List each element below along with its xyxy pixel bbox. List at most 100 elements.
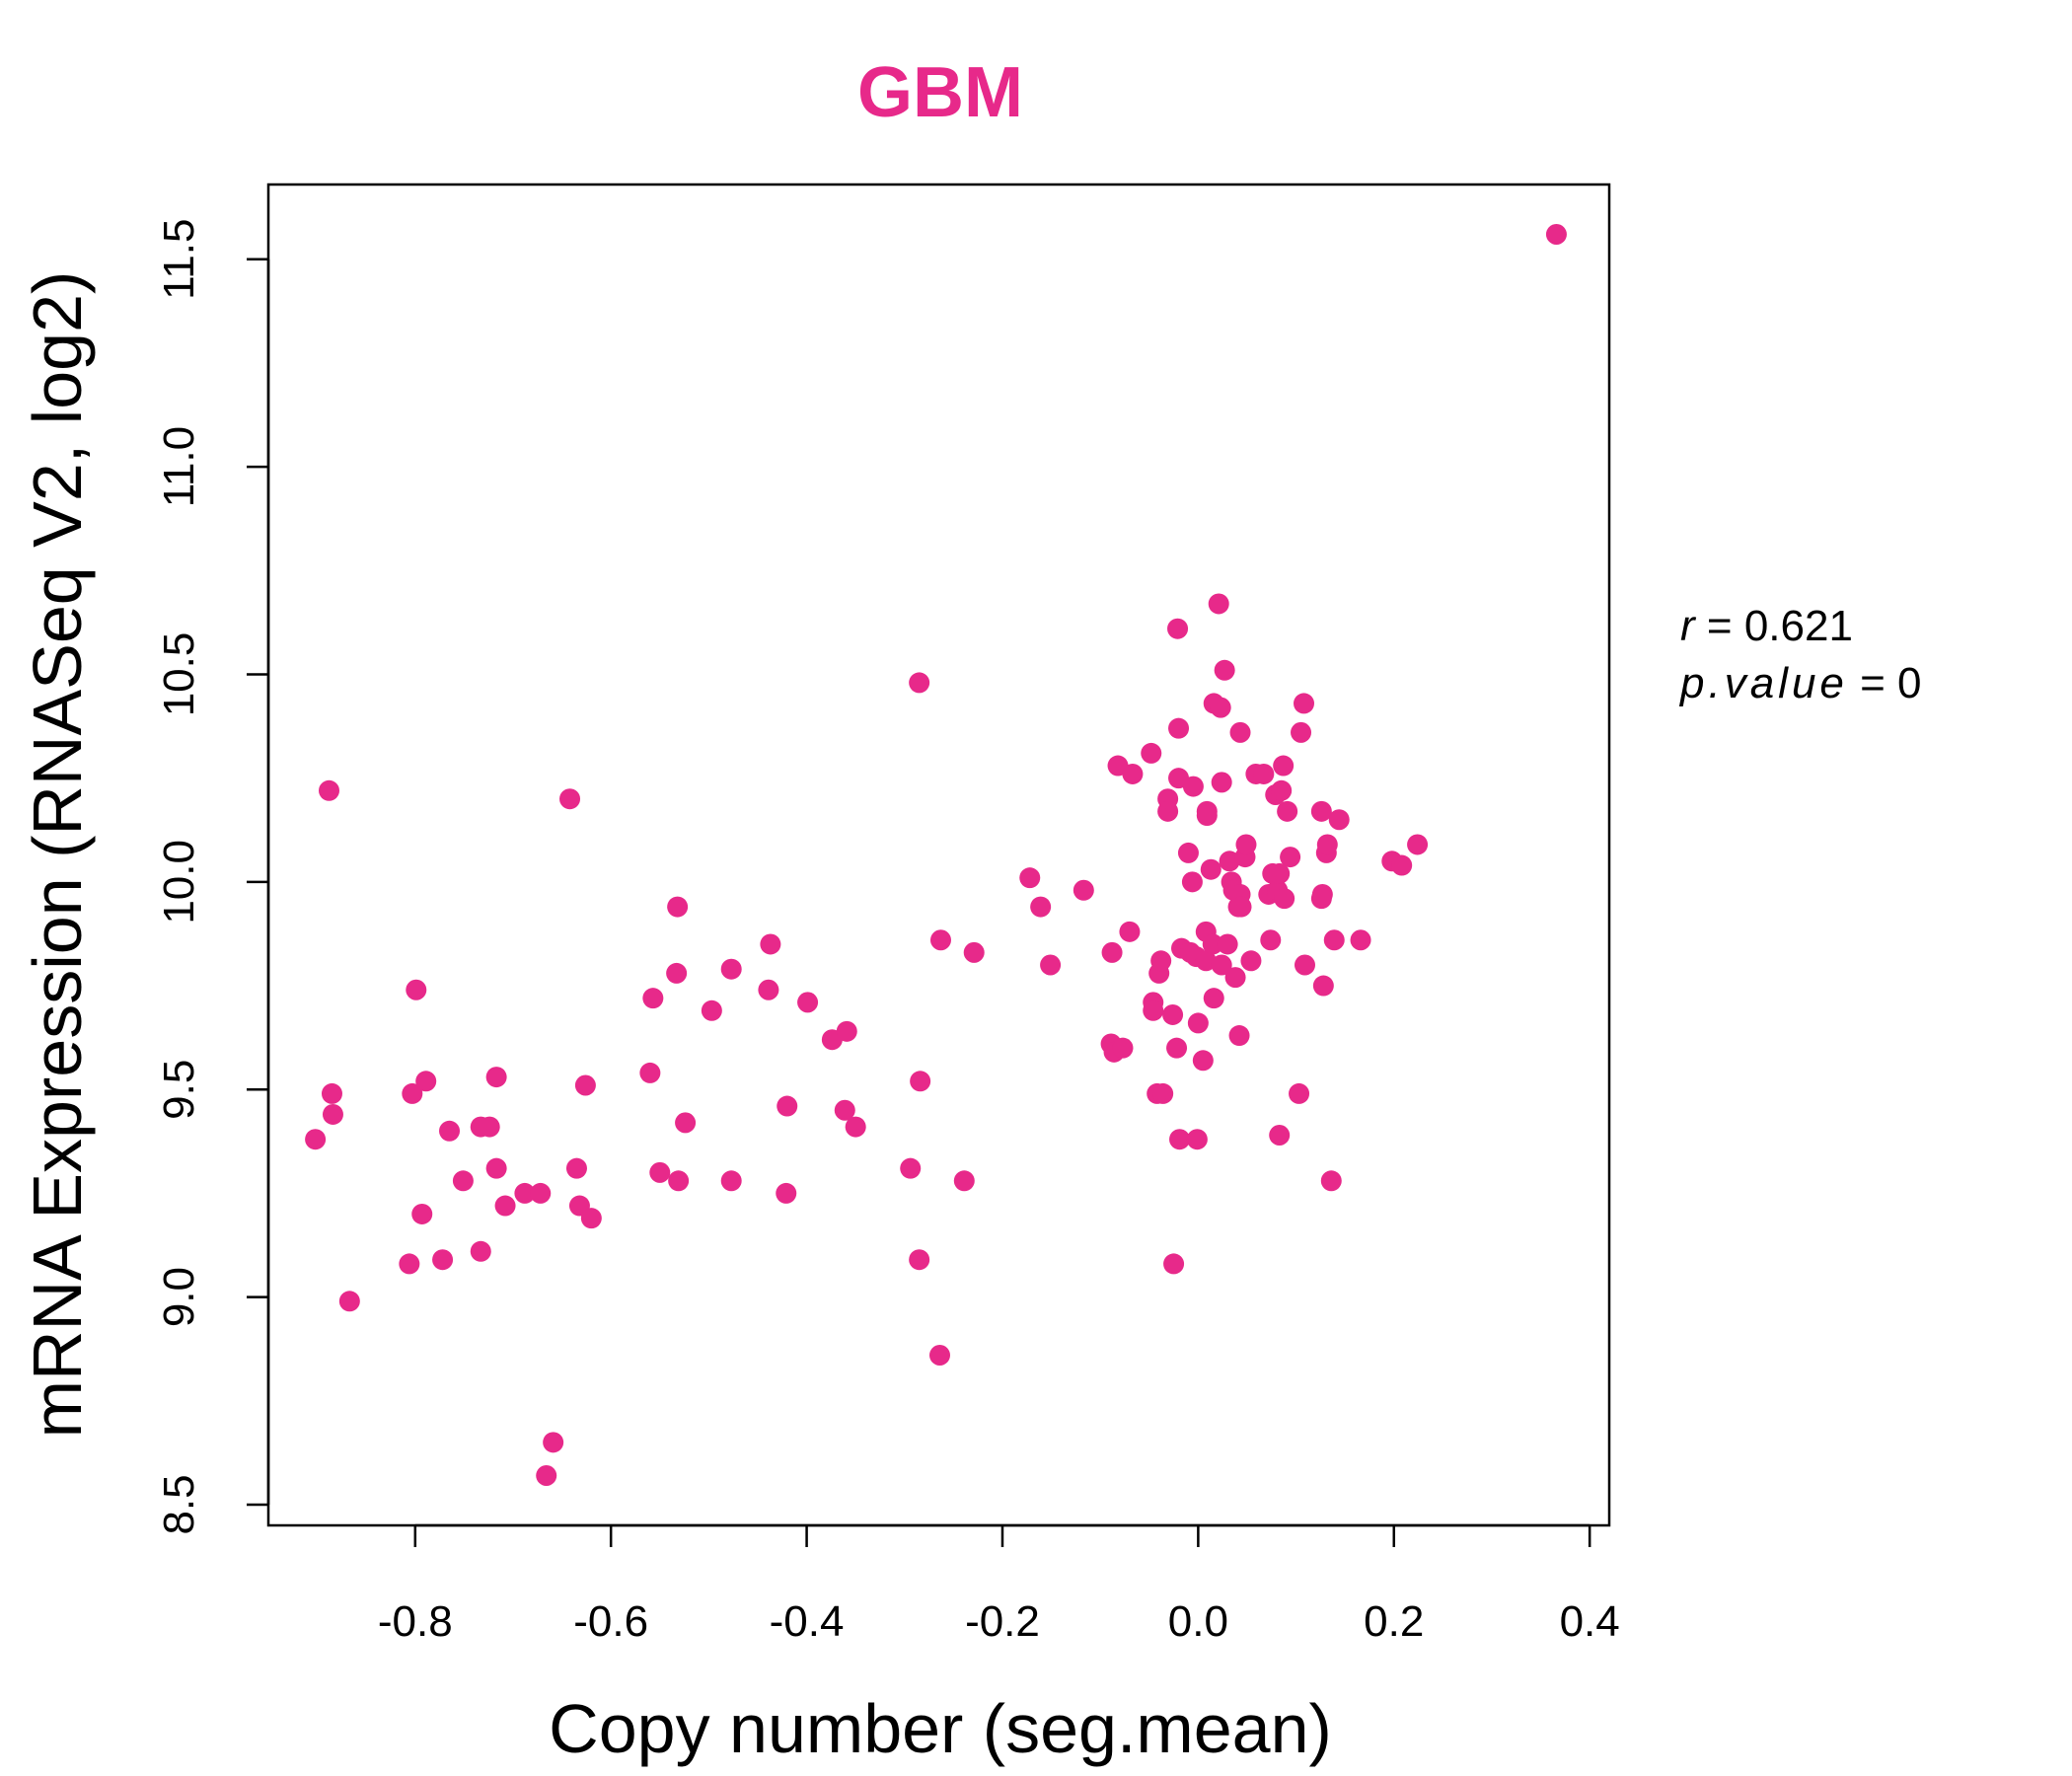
data-point [1273, 755, 1295, 777]
p-value: 0 [1897, 659, 1921, 707]
data-point [1101, 941, 1123, 963]
data-point [675, 1112, 697, 1134]
data-point [1202, 933, 1223, 955]
data-point [1141, 742, 1162, 764]
data-point [319, 779, 340, 801]
data-point [470, 1240, 491, 1262]
data-point [321, 1082, 342, 1104]
data-point [1350, 929, 1371, 951]
data-point [574, 1074, 596, 1096]
x-tick-label: 0.4 [1560, 1597, 1620, 1646]
data-point [760, 933, 781, 955]
p-equals: = [1860, 659, 1897, 707]
x-tick-label: 0.0 [1168, 1597, 1228, 1646]
data-point [452, 1170, 474, 1192]
p-label: p.value [1678, 659, 1848, 707]
data-point [1150, 950, 1172, 972]
r-statistic: r = 0.621 [1680, 602, 1853, 650]
data-point [1280, 847, 1301, 868]
data-point [565, 1157, 587, 1179]
data-point [1152, 1082, 1174, 1104]
data-point [1112, 1037, 1134, 1059]
data-point [1177, 842, 1199, 863]
data-point [963, 941, 985, 963]
p-statistic: p.value = 0 [1678, 659, 1922, 707]
data-point [1312, 975, 1334, 997]
data-point [1269, 1125, 1291, 1147]
data-point [929, 929, 951, 951]
data-point [1291, 721, 1312, 743]
data-point [1277, 800, 1298, 822]
data-point [701, 999, 722, 1021]
data-point [776, 1182, 797, 1204]
data-point [1269, 862, 1291, 884]
data-point [1208, 593, 1229, 615]
correlation-stats: r = 0.621 p.value = 0 [1678, 602, 1922, 707]
data-point [530, 1182, 552, 1204]
x-axis-title: Copy number (seg.mean) [549, 1690, 1332, 1767]
data-point [1235, 834, 1257, 855]
data-point [1196, 805, 1218, 827]
data-point [666, 962, 688, 984]
data-point [1200, 858, 1221, 880]
data-point [1143, 999, 1164, 1021]
data-point [485, 1157, 507, 1179]
data-point [1224, 967, 1246, 989]
data-point [322, 1103, 343, 1125]
data-point [910, 1071, 931, 1092]
x-tick-label: -0.8 [378, 1597, 453, 1646]
data-point [649, 1161, 671, 1183]
data-point [415, 1071, 437, 1092]
data-point [1545, 223, 1567, 245]
y-tick-label: 10.0 [155, 840, 203, 925]
data-point [485, 1067, 507, 1088]
y-tick-label: 9.5 [155, 1060, 203, 1120]
data-point [536, 1465, 557, 1487]
data-point [1119, 921, 1141, 942]
chart-title: GBM [857, 53, 1023, 132]
data-point [479, 1116, 500, 1138]
data-point [1271, 779, 1293, 801]
plot-frame [266, 183, 1611, 1527]
y-axis: 8.5 9.0 9.5 10.0 10.5 11.0 11.5 [155, 219, 270, 1535]
data-point [777, 1095, 798, 1117]
data-point [406, 979, 427, 1000]
data-point [1195, 950, 1217, 972]
data-point [953, 1170, 975, 1192]
data-point [928, 1344, 950, 1366]
data-point [668, 1170, 690, 1192]
data-point [909, 672, 930, 694]
data-point [1289, 1082, 1310, 1104]
r-label: r [1680, 602, 1697, 650]
data-point [543, 1432, 564, 1453]
data-point [1320, 1170, 1342, 1192]
data-point [1166, 1037, 1188, 1059]
data-point [1181, 871, 1203, 893]
data-point [580, 1208, 602, 1229]
y-tick-label: 8.5 [155, 1474, 203, 1534]
data-point [432, 1249, 454, 1271]
x-tick-label: -0.6 [573, 1597, 648, 1646]
data-point [494, 1195, 516, 1217]
data-point [402, 1082, 423, 1104]
data-point [642, 988, 664, 1009]
data-point [1157, 800, 1179, 822]
y-tick-label: 11.0 [155, 426, 203, 507]
data-point [667, 896, 689, 918]
y-tick-label: 9.0 [155, 1267, 203, 1327]
data-point [399, 1253, 420, 1275]
data-point [1210, 697, 1231, 718]
data-point [845, 1116, 866, 1138]
data-point [1294, 693, 1315, 714]
data-point [1274, 888, 1295, 910]
data-point [1186, 1129, 1208, 1150]
data-point [1316, 834, 1338, 855]
data-point [900, 1157, 922, 1179]
data-point [639, 1062, 661, 1083]
data-point [411, 1203, 433, 1224]
data-point [1211, 954, 1232, 976]
data-point [1203, 988, 1224, 1009]
data-point [1217, 933, 1238, 955]
data-point [797, 992, 819, 1013]
